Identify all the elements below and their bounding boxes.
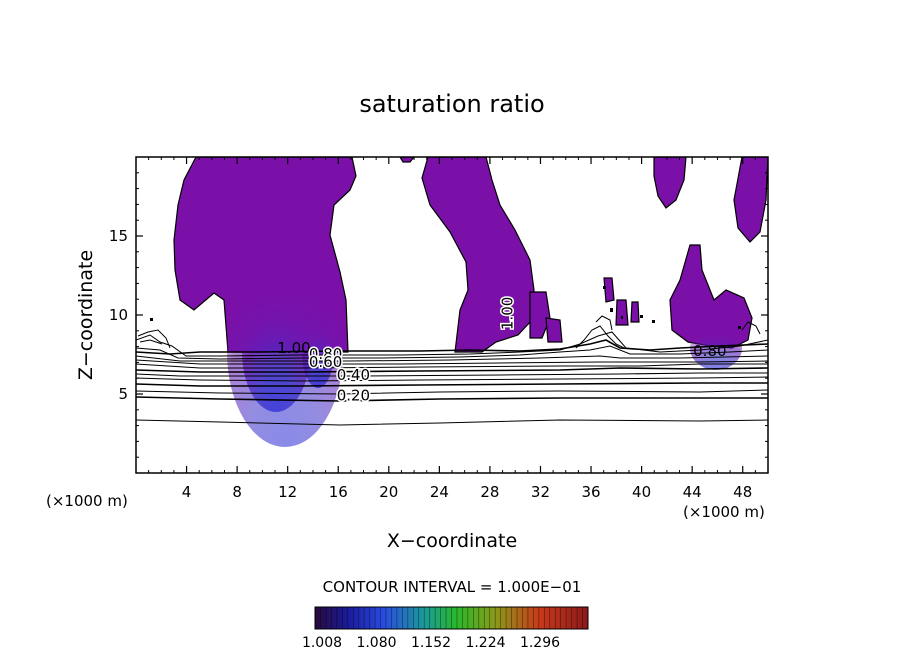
filled-region bbox=[669, 244, 753, 349]
contour-line bbox=[136, 367, 768, 373]
contour-label: 0.20 bbox=[337, 386, 370, 404]
x-tick-label: 36 bbox=[581, 483, 600, 501]
colorbar-stripes bbox=[320, 607, 583, 629]
x-tick-label: 28 bbox=[480, 483, 499, 501]
x-unit-right: (×1000 m) bbox=[683, 503, 765, 521]
x-tick-label: 12 bbox=[278, 483, 297, 501]
x-tick-label: 20 bbox=[379, 483, 398, 501]
x-tick-label: 44 bbox=[683, 483, 702, 501]
contour-labels: 1.000.800.600.400.201.000.80 bbox=[277, 295, 726, 406]
chart-title: saturation ratio bbox=[359, 90, 544, 118]
speckle bbox=[640, 315, 643, 318]
y-tick-label: 15 bbox=[109, 227, 128, 245]
contour-line bbox=[136, 389, 768, 395]
filled-region bbox=[399, 157, 415, 163]
speckle bbox=[621, 316, 623, 319]
colorbar-label: 1.008 bbox=[302, 635, 342, 651]
contour-line bbox=[595, 315, 613, 331]
filled-region bbox=[630, 301, 640, 323]
contour-line bbox=[136, 396, 768, 402]
y-tick-label: 10 bbox=[109, 306, 128, 324]
speckle bbox=[652, 320, 655, 323]
y-axis-label: Z−coordinate bbox=[75, 250, 97, 380]
speckles bbox=[150, 286, 741, 329]
contour-label: 0.60 bbox=[309, 353, 342, 371]
filled-region bbox=[545, 317, 563, 343]
x-tick-label: 40 bbox=[632, 483, 651, 501]
contour-line bbox=[136, 419, 768, 426]
filled-region bbox=[653, 157, 687, 209]
colorbar-labels: 1.008 1.080 1.152 1.224 1.296 bbox=[302, 635, 560, 651]
contour-line bbox=[575, 325, 625, 349]
contour-label: 0.80 bbox=[693, 342, 726, 360]
speckle bbox=[610, 308, 613, 312]
filled-region bbox=[615, 299, 629, 326]
x-axis-label: X−coordinate bbox=[387, 530, 517, 552]
colorbar-label: 1.296 bbox=[520, 635, 560, 651]
contour-label: 0.40 bbox=[337, 366, 370, 384]
x-tick-label: 16 bbox=[329, 483, 348, 501]
filled-region bbox=[603, 277, 615, 303]
filled-region bbox=[733, 157, 768, 243]
contour-line bbox=[741, 321, 761, 335]
speckle bbox=[603, 286, 606, 289]
speckle bbox=[150, 318, 153, 321]
contour-label: 1.00 bbox=[277, 339, 310, 357]
contour-line bbox=[136, 355, 768, 362]
contour-interval-text: CONTOUR INTERVAL = 1.000E−01 bbox=[323, 578, 582, 596]
colorbar-label: 1.224 bbox=[465, 635, 505, 651]
contour-line bbox=[139, 339, 163, 345]
contour-line bbox=[137, 329, 171, 349]
x-axis-ticks: 4 8 12 16 20 24 28 32 36 40 44 48 bbox=[148, 157, 756, 501]
filled-region bbox=[529, 291, 551, 339]
contour-line bbox=[136, 345, 768, 360]
contour-line bbox=[136, 363, 768, 369]
contour-line bbox=[136, 376, 768, 382]
contour-line bbox=[136, 372, 768, 377]
colorbar-label: 1.080 bbox=[356, 635, 396, 651]
x-tick-label: 4 bbox=[182, 483, 192, 501]
colorbar-label: 1.152 bbox=[411, 635, 451, 651]
x-tick-label: 8 bbox=[232, 483, 242, 501]
x-tick-label: 32 bbox=[531, 483, 550, 501]
contour-line bbox=[136, 339, 768, 355]
contour-line bbox=[136, 331, 768, 357]
contour-line bbox=[136, 382, 768, 387]
y-tick-label: 5 bbox=[118, 385, 128, 403]
y-axis-ticks: 5 10 15 bbox=[109, 172, 768, 458]
contour-label: 0.80 bbox=[309, 345, 342, 363]
x-tick-label: 48 bbox=[733, 483, 752, 501]
contour-line bbox=[136, 359, 768, 365]
contour-lines bbox=[136, 315, 768, 426]
x-tick-label: 24 bbox=[430, 483, 449, 501]
contour-label: 1.00 bbox=[499, 297, 517, 330]
speckle bbox=[738, 326, 741, 329]
filled-region bbox=[421, 157, 535, 353]
x-unit-left: (×1000 m) bbox=[46, 492, 128, 510]
